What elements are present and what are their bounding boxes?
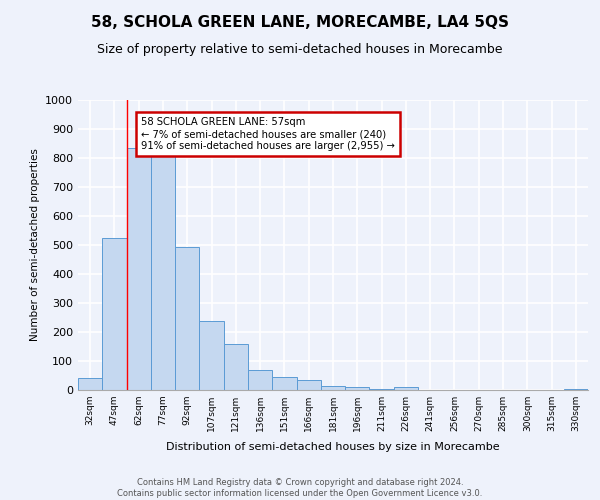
Y-axis label: Number of semi-detached properties: Number of semi-detached properties [29,148,40,342]
Bar [272,376,296,390]
Text: Distribution of semi-detached houses by size in Morecambe: Distribution of semi-detached houses by … [166,442,500,452]
Bar [248,370,272,390]
Bar [394,387,418,390]
Bar [102,238,127,390]
Bar [296,380,321,390]
Bar [370,388,394,390]
Bar [224,344,248,390]
Bar [564,388,588,390]
Text: 58, SCHOLA GREEN LANE, MORECAMBE, LA4 5QS: 58, SCHOLA GREEN LANE, MORECAMBE, LA4 5Q… [91,15,509,30]
Bar [175,248,199,390]
Text: 58 SCHOLA GREEN LANE: 57sqm
← 7% of semi-detached houses are smaller (240)
91% o: 58 SCHOLA GREEN LANE: 57sqm ← 7% of semi… [141,118,395,150]
Bar [199,322,224,390]
Bar [78,378,102,390]
Bar [345,388,370,390]
Bar [321,386,345,390]
Bar [127,148,151,390]
Text: Contains HM Land Registry data © Crown copyright and database right 2024.
Contai: Contains HM Land Registry data © Crown c… [118,478,482,498]
Bar [151,154,175,390]
Text: Size of property relative to semi-detached houses in Morecambe: Size of property relative to semi-detach… [97,42,503,56]
